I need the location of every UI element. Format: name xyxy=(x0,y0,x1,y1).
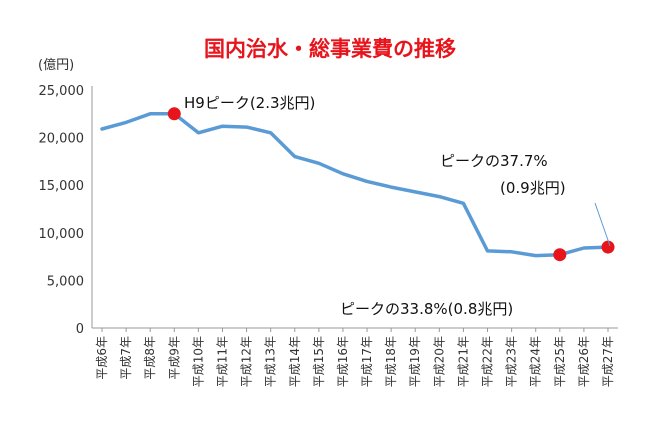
x-tick-label: 平成15年 xyxy=(312,336,326,387)
peak-marker xyxy=(553,248,567,262)
x-tick-label: 平成19年 xyxy=(408,336,422,387)
axes xyxy=(91,86,618,332)
x-tick-label: 平成6年 xyxy=(95,336,109,380)
series-lines xyxy=(100,112,610,258)
peak-marker xyxy=(167,107,181,121)
x-tick-label: 平成20年 xyxy=(432,336,446,387)
annotation-h25-percent: ピークの33.8%(0.8兆円) xyxy=(340,300,513,318)
x-tick-label: 平成9年 xyxy=(167,336,181,380)
chart-title: 国内治水・総事業費の推移 xyxy=(204,37,456,61)
y-tick-label: 20,000 xyxy=(39,132,85,147)
x-tick-labels: 平成6年 平成7年 平成8年 平成9年 平成10年 平成11年 平成12年 平成13年 平成14… xyxy=(95,336,615,387)
series-line xyxy=(100,112,610,258)
annotation-h27-percent: ピークの37.7% xyxy=(440,152,548,170)
x-tick-label: 平成14年 xyxy=(288,336,302,387)
y-tick-label: 15,000 xyxy=(39,179,85,194)
y-axis-unit-label: (億円) xyxy=(38,57,74,73)
x-tick-label: 平成18年 xyxy=(384,336,398,387)
y-tick-label: 25,000 xyxy=(39,84,85,99)
x-tick-label: 平成27年 xyxy=(601,336,615,387)
y-tick-label: 0 xyxy=(76,322,84,337)
x-tick-label: 平成21年 xyxy=(456,336,470,387)
x-tick-label: 平成10年 xyxy=(191,336,205,387)
x-tick-label: 平成16年 xyxy=(336,336,350,387)
x-tick-label: 平成12年 xyxy=(240,336,254,387)
x-tick-label: 平成23年 xyxy=(505,336,519,387)
x-tick-label: 平成8年 xyxy=(143,336,157,380)
x-tick-label: 平成7年 xyxy=(119,336,133,380)
y-tick-labels: 0 5,000 10,000 15,000 20,000 25,000 xyxy=(39,84,85,337)
y-tick-label: 10,000 xyxy=(39,227,85,242)
x-tick-label: 平成24年 xyxy=(529,336,543,387)
x-tick-label: 平成26年 xyxy=(577,336,591,387)
peak-marker xyxy=(601,240,615,254)
annotation-leader-line xyxy=(594,202,611,247)
x-tick-label: 平成11年 xyxy=(215,336,229,387)
x-tick-label: 平成22年 xyxy=(481,336,495,387)
x-tick-label: 平成17年 xyxy=(360,336,374,387)
annotation-h9-peak: H9ピーク(2.3兆円) xyxy=(184,94,315,112)
peak-markers xyxy=(167,107,615,262)
y-tick-label: 5,000 xyxy=(47,274,84,289)
annotation-h27-amount: (0.9兆円) xyxy=(500,179,566,197)
x-tick-label: 平成25年 xyxy=(553,336,567,387)
annotations: H9ピーク(2.3兆円) ピークの37.7% (0.9兆円) ピークの33.8%… xyxy=(184,94,566,318)
x-tick-label: 平成13年 xyxy=(264,336,278,387)
